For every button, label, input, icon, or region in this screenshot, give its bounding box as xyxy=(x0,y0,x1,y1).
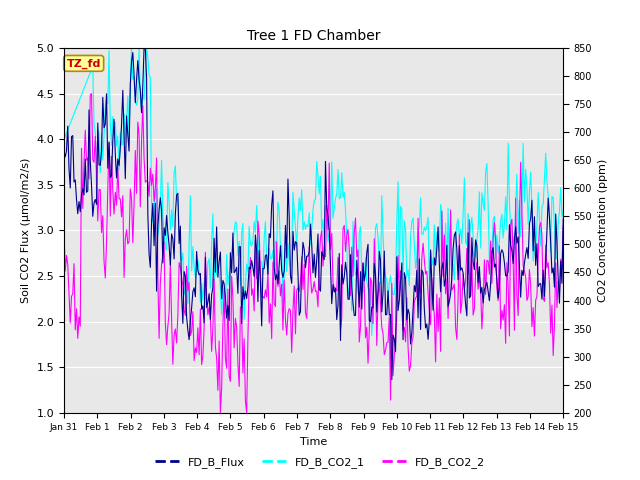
Y-axis label: CO2 Concentration (ppm): CO2 Concentration (ppm) xyxy=(598,159,608,302)
Y-axis label: Soil CO2 Flux (μmol/m2/s): Soil CO2 Flux (μmol/m2/s) xyxy=(21,158,31,303)
Title: Tree 1 FD Chamber: Tree 1 FD Chamber xyxy=(247,29,380,43)
Text: TZ_fd: TZ_fd xyxy=(67,58,101,69)
X-axis label: Time: Time xyxy=(300,437,327,447)
Legend: FD_B_Flux, FD_B_CO2_1, FD_B_CO2_2: FD_B_Flux, FD_B_CO2_1, FD_B_CO2_2 xyxy=(150,452,490,472)
